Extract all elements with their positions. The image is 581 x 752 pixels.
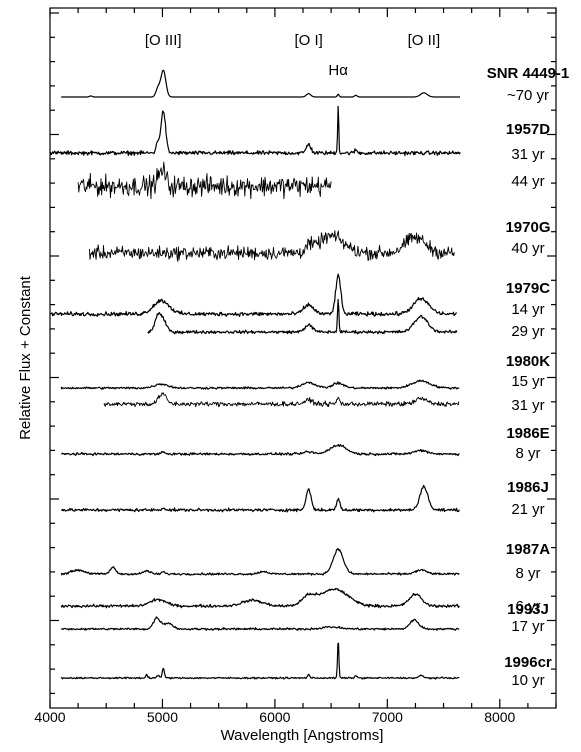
x-tick-label: 4000	[34, 709, 65, 725]
spectrum-name: SNR 4449-1	[487, 65, 570, 82]
spectrum-line	[60, 379, 460, 390]
x-tick-label: 7000	[372, 709, 403, 725]
spectrum-age: ~70 yr	[507, 87, 549, 104]
x-tick-label: 6000	[259, 709, 290, 725]
spectrum-name: 1957D	[506, 121, 550, 138]
spectrum-name: 1970G	[505, 219, 550, 236]
axis-ticks	[49, 8, 557, 708]
spectrum-line	[147, 298, 458, 335]
spectrum-age: 44 yr	[511, 173, 544, 190]
spectrum-line	[60, 587, 460, 609]
spectrum-line	[77, 161, 332, 200]
spectrum-age: 40 yr	[511, 240, 544, 257]
line-annotation: Hα	[328, 62, 348, 79]
spectrum-line	[88, 230, 455, 262]
spectrum-line	[61, 484, 460, 513]
spectrum-line	[61, 69, 460, 98]
spectrum-line	[61, 444, 460, 457]
spectrum-labels: SNR 4449-1 1957D 1970G 1979C 1980K 1986E 1986J…	[487, 65, 570, 689]
spectrum-line	[49, 273, 457, 317]
spectrum-name: 1980K	[506, 353, 550, 370]
plot-frame	[49, 7, 557, 709]
x-tick-labels: 4000 5000 6000 7000 8000	[34, 709, 515, 725]
spectrum-name: 1986J	[507, 479, 549, 496]
spectrum-age: 6 yr	[515, 598, 540, 615]
y-axis-label: Relative Flux + Constant	[17, 275, 34, 440]
x-tick-label: 8000	[484, 709, 515, 725]
spectrum-age: 10 yr	[511, 672, 544, 689]
spectrum-age: 31 yr	[511, 397, 544, 414]
spectrum-name: 1979C	[506, 280, 550, 297]
line-annotation: [O II]	[408, 32, 441, 49]
spectrum-line	[49, 105, 461, 157]
spectrum-age: 17 yr	[511, 618, 544, 635]
spectrum-age: 8 yr	[515, 445, 540, 462]
spectrum-age: 21 yr	[511, 501, 544, 518]
spectrum-line	[60, 616, 460, 631]
spectrum-name: 1987A	[506, 541, 550, 558]
line-annotation: [O III]	[145, 32, 182, 49]
x-axis-label: Wavelength [Angstroms]	[221, 727, 384, 744]
spectrum-age: 29 yr	[511, 323, 544, 340]
spectrum-age: 15 yr	[511, 373, 544, 390]
line-annotations: [O III] [O I] Hα [O II]	[145, 32, 440, 79]
spectrum-line	[60, 547, 460, 576]
spectrum-name: 1986E	[506, 425, 549, 442]
spectrum-age: 31 yr	[511, 146, 544, 163]
x-tick-label: 5000	[147, 709, 178, 725]
spectrum-line	[60, 642, 460, 680]
spectrum-name: 1993J	[507, 601, 549, 618]
spectrum-age: 14 yr	[511, 301, 544, 318]
spectrum-age: 8 yr	[515, 565, 540, 582]
spectrum-line	[103, 392, 460, 408]
spectra-lines	[49, 69, 461, 680]
spectrum-name: 1996cr	[504, 654, 552, 671]
line-annotation: [O I]	[294, 32, 322, 49]
